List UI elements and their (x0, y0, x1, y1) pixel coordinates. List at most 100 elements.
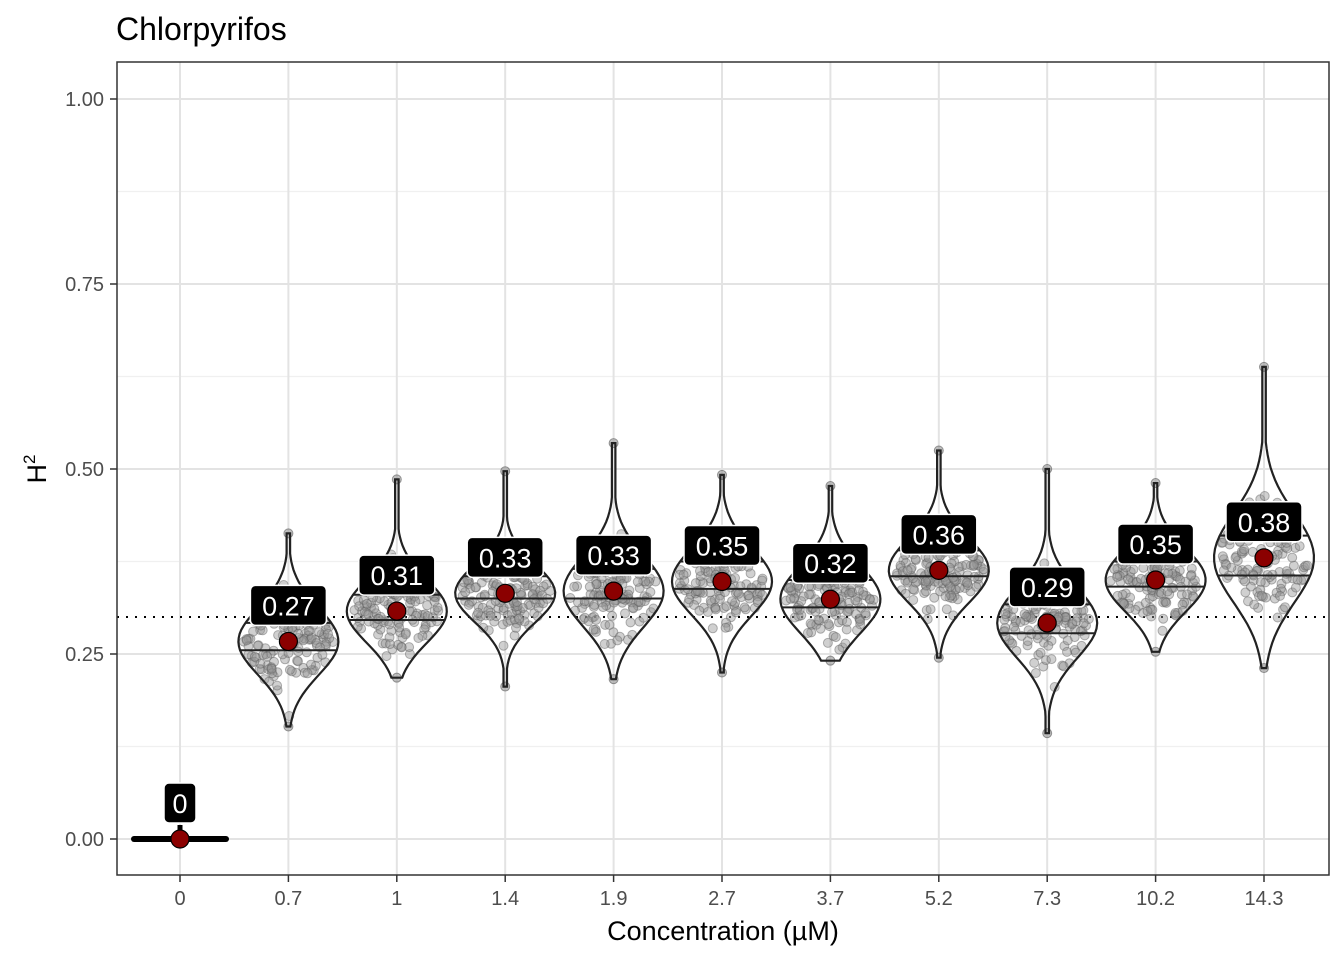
jitter-point (624, 585, 635, 596)
jitter-point (692, 586, 703, 596)
jitter-point (590, 624, 601, 635)
jitter-point (1135, 573, 1146, 584)
jitter-point (730, 597, 741, 608)
jitter-point (827, 607, 838, 617)
jitter-point (961, 559, 972, 570)
jitter-point (1067, 619, 1078, 630)
jitter-point (973, 554, 984, 565)
jitter-point (641, 579, 652, 590)
jitter-point (920, 570, 931, 581)
jitter-point (925, 581, 936, 591)
jitter-point (384, 632, 395, 643)
jitter-point (1007, 638, 1018, 649)
jitter-point (910, 577, 921, 588)
jitter-point (830, 610, 841, 620)
jitter-point (632, 600, 643, 611)
jitter-point (369, 603, 380, 614)
jitter-point (306, 632, 317, 643)
jitter-point (1125, 576, 1135, 586)
jitter-point (1181, 597, 1192, 608)
jitter-point (1078, 612, 1089, 623)
jitter-point (938, 583, 949, 593)
jitter-point (387, 644, 398, 655)
jitter-point (1114, 570, 1125, 581)
jitter-point (632, 576, 643, 587)
jitter-point (1019, 609, 1030, 619)
value-label: 0.29 (1008, 566, 1086, 608)
jitter-point (361, 601, 372, 612)
jitter-point (1239, 576, 1250, 587)
jitter-point (949, 556, 960, 567)
jitter-point (1023, 609, 1033, 620)
jitter-point (266, 665, 277, 676)
jitter-point (681, 568, 692, 579)
jitter-point (921, 558, 932, 569)
jitter-point (1230, 552, 1241, 563)
jitter-point (744, 593, 755, 604)
jitter-point (806, 620, 817, 630)
jitter-point (520, 580, 531, 591)
jitter-point (272, 667, 283, 678)
jitter-point (733, 588, 744, 599)
jitter-point (251, 652, 262, 663)
jitter-point (1239, 544, 1250, 555)
jitter-point (640, 576, 651, 587)
jitter-point (433, 605, 444, 616)
jitter-point (471, 610, 482, 621)
jitter-point (525, 600, 536, 611)
jitter-point (1282, 543, 1293, 554)
jitter-point (577, 602, 587, 613)
jitter-point (944, 588, 955, 599)
jitter-point (644, 576, 654, 587)
jitter-point (254, 664, 265, 674)
jitter-point (852, 592, 863, 603)
jitter-point (810, 594, 821, 605)
jitter-point (1006, 637, 1016, 648)
jitter-point (1112, 571, 1123, 582)
jitter-point (510, 599, 521, 610)
jitter-point (591, 579, 602, 590)
jitter-point (1023, 612, 1034, 623)
jitter-point (1237, 548, 1247, 559)
x-tick-label: 14.3 (1245, 888, 1284, 910)
jitter-point (292, 655, 303, 666)
jitter-point (961, 577, 972, 587)
jitter-point (1061, 611, 1072, 622)
mean-point (929, 560, 949, 580)
jitter-point (280, 654, 290, 665)
jitter-point (950, 584, 961, 595)
jitter-point (366, 597, 376, 608)
jitter-point (1287, 552, 1298, 563)
jitter-point (1060, 612, 1071, 623)
jitter-point (1185, 570, 1196, 581)
jitter-point (265, 648, 276, 659)
jitter-point (852, 625, 862, 636)
jitter-point (1125, 572, 1136, 583)
jitter-point (628, 603, 639, 614)
jitter-point (506, 609, 517, 619)
jitter-point (1123, 574, 1134, 585)
jitter-point (579, 612, 590, 623)
jitter-point (811, 619, 822, 630)
jitter-point (512, 618, 522, 629)
jitter-point (411, 610, 421, 621)
jitter-point (1260, 577, 1271, 588)
violin-outline (454, 470, 557, 688)
jitter-point (256, 664, 267, 675)
jitter-point (710, 602, 721, 613)
y-tick-label: 0.25 (65, 644, 104, 666)
jitter-point (511, 605, 522, 616)
jitter-point (1030, 668, 1041, 678)
jitter-point (1256, 590, 1267, 601)
jitter-point (400, 627, 411, 638)
jitter-point (963, 580, 973, 591)
jitter-point (1176, 589, 1187, 600)
jitter-point (293, 646, 304, 657)
axes: 0.00 0.25 0.50 0.75 1.00 0 0.7 1 1.4 1.9 2.7 3.7 5.2… (65, 89, 1283, 910)
jitter-point (1160, 597, 1171, 607)
jitter-point (941, 604, 952, 615)
jitter-point (1218, 554, 1229, 565)
jitter-point (475, 611, 486, 622)
jitter-point (723, 622, 734, 633)
jitter-point (1130, 604, 1141, 615)
